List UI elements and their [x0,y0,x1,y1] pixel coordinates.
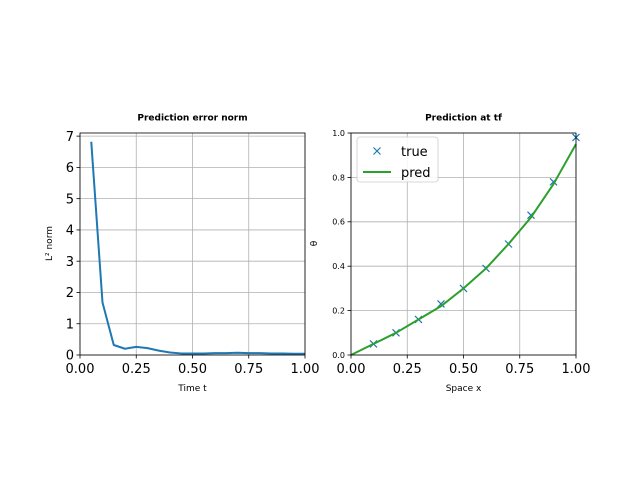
prediction-plot: Prediction at tf Space x θ 0.00 0.25 0.50 0… [310,114,590,395]
error-norm-axes-frame [79,132,306,356]
error-norm-ytick-label: 0 [66,349,74,364]
error-norm-ytick-label: 5 [66,192,74,207]
prediction-ytick-label: 0.6 [332,218,345,227]
error-norm-xtick-label: 0.50 [178,362,207,377]
prediction-ytick-label: 0.4 [332,262,345,271]
error-norm-series-0-line [90,141,305,355]
prediction-marker-point [437,300,445,308]
error-norm-ylabel: L² norm [45,226,55,261]
error-norm-ytick-label: 7 [66,130,74,145]
prediction-ytick-label: 0.2 [332,306,345,315]
error-norm-ytick-label: 4 [66,224,74,239]
error-norm-ytick-label: 1 [66,317,74,332]
error-norm-xtick-label: 0.75 [234,362,263,377]
prediction-xtick-label: 0.25 [393,362,422,377]
error-norm-xtick-label: 0.25 [122,362,151,377]
prediction-xlabel: Space x [446,384,482,394]
prediction-ylabel: θ [310,240,320,246]
prediction-legend-label: true [401,145,428,160]
error-norm-xtick-label: 1.00 [291,362,320,377]
error-norm-title: Prediction error norm [137,114,247,124]
prediction-xtick-label: 0.00 [337,362,366,377]
error-norm-ytick-label: 6 [66,161,74,176]
prediction-xtick-label: 0.75 [505,362,534,377]
error-norm-plot: Prediction error norm Time t L² norm 0.0… [45,114,319,395]
error-norm-ytick-label: 2 [66,286,74,301]
prediction-xtick-label: 0.50 [449,362,478,377]
prediction-legend-marker [373,147,381,155]
error-norm-grid [79,133,306,356]
prediction-xtick-label: 1.00 [562,362,591,377]
error-norm-xtick-label: 0.00 [66,362,95,377]
error-norm-ytick-label: 3 [66,255,74,270]
error-norm-xlabel: Time t [177,384,207,394]
prediction-series-pred-line [350,143,577,356]
prediction-title: Prediction at tf [425,114,502,124]
prediction-ytick-label: 0.0 [332,351,345,360]
prediction-legend-box [356,136,439,183]
prediction-ytick-label: 1.0 [332,129,345,138]
prediction-legend: true pred [356,136,439,183]
prediction-legend-label: pred [401,166,431,181]
prediction-axes-frame [350,132,577,356]
prediction-ytick-label: 0.8 [332,173,345,182]
